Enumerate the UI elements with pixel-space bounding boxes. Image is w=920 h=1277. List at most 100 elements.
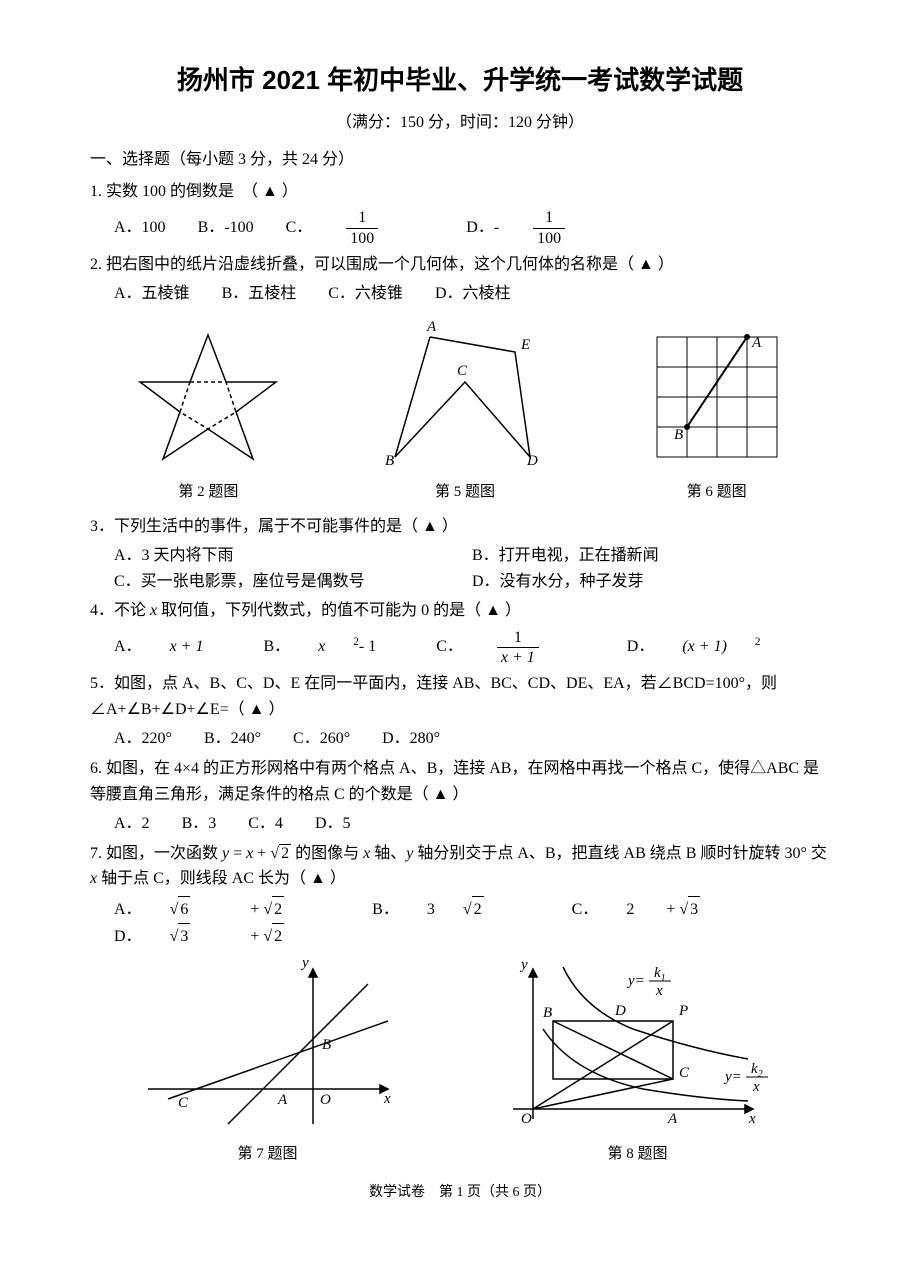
q6-text: 6. 如图，在 4×4 的正方形网格中有两个格点 A、B，连接 AB，在网格中再… [90, 756, 830, 807]
sqrt-icon: 6 [170, 896, 219, 923]
q6-opt-a: A．2 [114, 811, 150, 837]
q1-opt-c: C． 1100 [286, 208, 435, 247]
label-c: C [457, 363, 468, 379]
sqrt-icon: 2 [270, 841, 291, 867]
fig8-caption: 第 8 题图 [493, 1142, 783, 1166]
q7-text: 7. 如图，一次函数 y = x + 2 的图像与 x 轴、y 轴分别交于点 A… [90, 841, 830, 892]
q3-opt-d: D．没有水分，种子发芽 [472, 569, 802, 595]
q6-options: A．2 B．3 C．4 D．5 [114, 811, 830, 837]
line-graph-icon: y x B A C O [138, 959, 398, 1129]
q1-optc-prefix: C． [286, 215, 313, 241]
sqrt-icon: 2 [263, 923, 312, 950]
label-a: A [277, 1092, 288, 1108]
label-c: C [679, 1065, 690, 1081]
fraction-icon: 1100 [346, 208, 406, 247]
label-d: D [614, 1003, 626, 1019]
page-footer: 数学试卷 第 1 页（共 6 页） [90, 1182, 830, 1204]
label-d: D [526, 453, 538, 467]
q1-opt-d: D．- 1100 [466, 208, 621, 247]
fig2-caption: 第 2 题图 [128, 480, 288, 504]
q5-opt-d: D．280° [382, 726, 440, 752]
q5-text: 5．如图，点 A、B、C、D、E 在同一平面内，连接 AB、BC、CD、DE、E… [90, 671, 830, 722]
grid-diagram-icon: A B [642, 327, 792, 467]
q1-opt-b: B．-100 [198, 215, 254, 241]
q3-opt-b: B．打开电视，正在播新闻 [472, 543, 802, 569]
figure-8: y x O B D P C A y= k1 x y= k2 x 第 8 题图 [493, 959, 783, 1166]
axis-x-label: x [383, 1091, 391, 1107]
q5-opt-b: B．240° [204, 726, 261, 752]
label-b: B [385, 453, 394, 467]
sqrt-icon: 2 [263, 896, 312, 923]
q1-options: A．100 B．-100 C． 1100 D．- 1100 [114, 208, 830, 247]
label-a: A [426, 319, 437, 335]
fraction-icon: 1x + 1 [497, 628, 567, 667]
axis-y-label: y [300, 959, 309, 971]
q5-options: A．220° B．240° C．260° D．280° [114, 726, 830, 752]
q3-text: 3．下列生活中的事件，属于不可能事件的是（ ▲ ） [90, 514, 830, 540]
q4-opt-d: D．(x + 1)2 [627, 634, 761, 660]
q7-opt-d: D．3 + 2 [114, 923, 340, 950]
sqrt-icon: 3 [170, 923, 219, 950]
svg-text:x: x [655, 983, 663, 999]
svg-text:y=: y= [626, 973, 645, 989]
sqrt-icon: 2 [463, 896, 512, 923]
label-b: B [674, 427, 683, 443]
q7-options: A．6 + 2 B．32 C．2 + 3 D．3 + 2 [114, 896, 830, 949]
q6-opt-c: C．4 [248, 811, 283, 837]
q2-opt-c: C．六棱锥 [328, 281, 403, 307]
figure-7: y x B A C O 第 7 题图 [138, 959, 398, 1166]
hyperbola-graph-icon: y x O B D P C A y= k1 x y= k2 x [493, 959, 783, 1129]
q2-text: 2. 把右图中的纸片沿虚线折叠，可以围成一个几何体，这个几何体的名称是（ ▲ ） [90, 252, 830, 278]
fig6-caption: 第 6 题图 [642, 480, 792, 504]
q5-opt-a: A．220° [114, 726, 172, 752]
q2-opt-a: A．五棱锥 [114, 281, 190, 307]
q5-opt-c: C．260° [293, 726, 350, 752]
fraction-icon: 1100 [533, 208, 593, 247]
label-o: O [320, 1092, 331, 1108]
axis-x-label: x [748, 1111, 756, 1127]
q2-opt-d: D．六棱柱 [435, 281, 511, 307]
axis-y-label: y [519, 959, 528, 973]
svg-text:y=: y= [723, 1069, 742, 1085]
label-b: B [543, 1005, 552, 1021]
figures-row-2: y x B A C O 第 7 题图 [90, 959, 830, 1166]
label-o: O [521, 1111, 532, 1127]
sqrt-icon: 3 [679, 896, 728, 923]
pentagon-diagram-icon: A B C D E [365, 317, 565, 467]
q7-opt-c: C．2 + 3 [572, 896, 757, 923]
star-net-icon [128, 327, 288, 467]
fig7-caption: 第 7 题图 [138, 1142, 398, 1166]
q1-opt-a: A．100 [114, 215, 166, 241]
q7-opt-b: B．32 [372, 896, 539, 923]
q3-options: A．3 天内将下雨 B．打开电视，正在播新闻 C．买一张电影票，座位号是偶数号 … [114, 543, 830, 594]
q2-options: A．五棱锥 B．五棱柱 C．六棱锥 D．六棱柱 [114, 281, 830, 307]
q1-optd-prefix: D．- [466, 215, 499, 241]
label-e: E [520, 337, 530, 353]
q4-opt-c: C． 1x + 1 [436, 628, 595, 667]
q4-opt-b: B．x2 - 1 [263, 634, 404, 660]
q3-opt-a: A．3 天内将下雨 [114, 543, 444, 569]
figure-5: A B C D E 第 5 题图 [365, 317, 565, 504]
q4-opt-a: A．x + 1 [114, 634, 231, 660]
fig5-caption: 第 5 题图 [365, 480, 565, 504]
figure-2: 第 2 题图 [128, 327, 288, 504]
svg-text:x: x [752, 1079, 760, 1095]
label-p: P [678, 1003, 688, 1019]
q4-options: A．x + 1 B．x2 - 1 C． 1x + 1 D．(x + 1)2 [114, 628, 830, 667]
section-1-header: 一、选择题（每小题 3 分，共 24 分） [90, 147, 830, 173]
q6-opt-b: B．3 [182, 811, 217, 837]
q2-opt-b: B．五棱柱 [222, 281, 297, 307]
figure-6: A B 第 6 题图 [642, 327, 792, 504]
label-a: A [751, 335, 762, 351]
q1-text: 1. 实数 100 的倒数是 （ ▲ ） [90, 179, 830, 205]
eq2-label: y= k2 x [723, 1061, 768, 1095]
label-b: B [322, 1037, 331, 1053]
page-subtitle: （满分：150 分，时间：120 分钟） [90, 110, 830, 136]
label-a: A [667, 1111, 678, 1127]
figures-row-1: 第 2 题图 A B C D E 第 5 题图 [90, 317, 830, 504]
page-title: 扬州市 2021 年初中毕业、升学统一考试数学试题 [90, 60, 830, 102]
label-c: C [178, 1095, 189, 1111]
q3-opt-c: C．买一张电影票，座位号是偶数号 [114, 569, 444, 595]
eq1-label: y= k1 x [626, 965, 671, 999]
q4-text: 4．不论 x 取何值，下列代数式，的值不可能为 0 的是（ ▲ ） [90, 598, 830, 624]
